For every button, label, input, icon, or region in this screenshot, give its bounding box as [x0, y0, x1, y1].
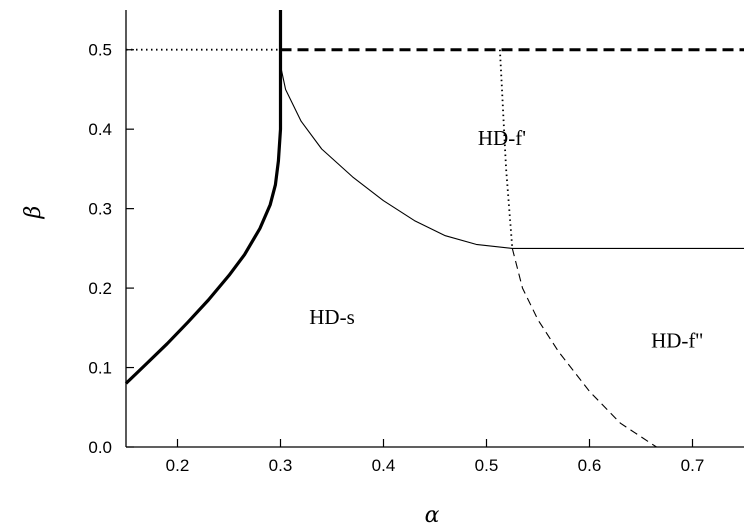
y-tick-label: 0.4 — [88, 120, 112, 139]
y-tick-label: 0.5 — [88, 41, 112, 60]
x-tick-label: 0.7 — [681, 456, 705, 475]
series-line-dashed — [511, 248, 657, 448]
x-tick-label: 0.2 — [166, 456, 190, 475]
region-labels: HD-f' HD-s HD-f'' — [309, 126, 703, 353]
y-tick-label: 0.0 — [88, 438, 112, 457]
region-label: HD-s — [309, 305, 355, 329]
y-axis-title: β — [21, 206, 46, 220]
y-tick-label: 0.3 — [88, 200, 112, 219]
plot-frame — [125, 10, 744, 448]
y-tick-label: 0.2 — [88, 279, 112, 298]
series-line-thick-solid — [124, 10, 283, 385]
x-tick-label: 0.3 — [269, 456, 293, 475]
series-line-dotted — [499, 49, 514, 249]
x-tick-label: 0.4 — [372, 456, 396, 475]
region-label: HD-f'' — [651, 329, 703, 353]
y-tick-label: 0.1 — [88, 359, 112, 378]
x-tick-label: 0.6 — [578, 456, 602, 475]
ticks: 0.2 0.3 0.4 0.5 0.6 0.7 0.0 0.1 0.2 0.3 0.4 0.5 — [88, 41, 704, 475]
x-axis-title: α — [425, 503, 440, 528]
x-tick-label: 0.5 — [475, 456, 499, 475]
series-lines — [124, 10, 744, 448]
region-label: HD-f' — [478, 126, 526, 150]
series-line-thin-solid — [279, 65, 744, 249]
